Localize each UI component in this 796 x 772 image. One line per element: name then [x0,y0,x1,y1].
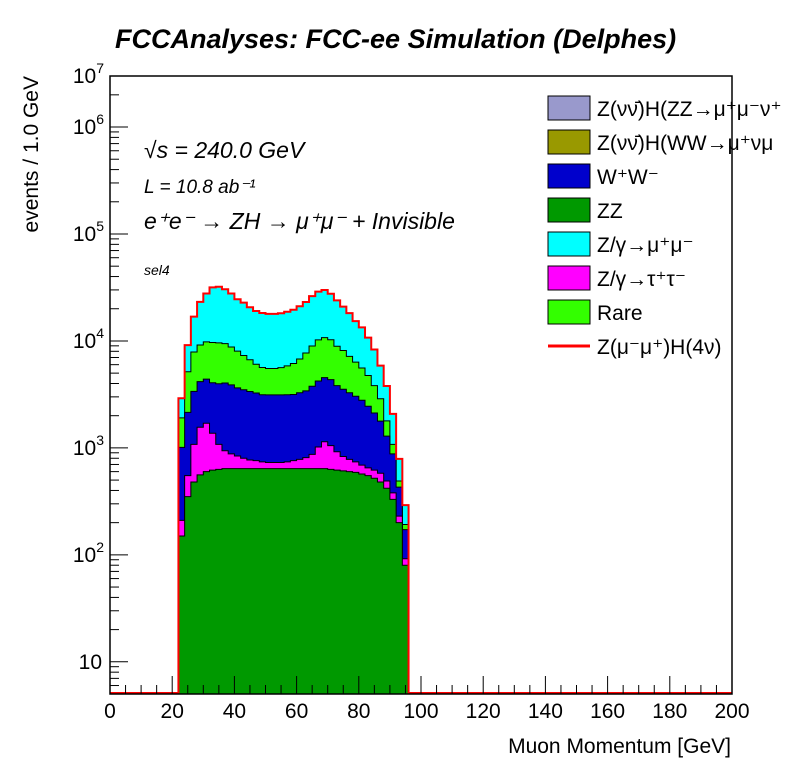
x-tick-label: 180 [652,700,687,723]
y-tick-label: 106 [73,111,104,139]
x-tick-label: 0 [104,700,116,723]
legend-swatch [547,163,591,189]
x-tick-label: 140 [528,700,563,723]
legend-label: Rare [597,302,643,325]
stack-area-zz [110,468,415,694]
x-tick-label: 160 [590,700,625,723]
signal-layer [110,285,732,694]
legend-item: Z/γ→τ⁺τ⁻ [547,265,686,291]
x-tick-label: 80 [347,700,370,723]
x-tick-label: 20 [161,700,184,723]
x-tick-label: 60 [285,700,308,723]
x-tick-label: 120 [466,700,501,723]
legend-item: Rare [547,299,643,325]
process-annotation: e⁺e⁻ → ZH → μ⁺μ⁻ + Invisible [144,208,455,234]
stack-layer [110,286,415,694]
legend-label: Z(νν̄)H(WW→μ⁺νμ [597,132,773,155]
legend-swatch [547,299,591,325]
legend-swatch [547,197,591,223]
legend-item: W⁺W⁻ [547,163,659,189]
legend-swatch [547,231,591,257]
y-axis: 10 102 103 104 105 106 107 [73,60,128,695]
x-tick-label: 200 [714,700,749,723]
legend-label: Z/γ→τ⁺τ⁻ [597,268,686,291]
legend-label: Z(νν̄)H(ZZ→μ⁺μ⁻ν⁺ [597,98,782,121]
legend-swatch [547,129,591,155]
legend-label: W⁺W⁻ [597,166,659,189]
legend-item: Z(μ⁻μ⁺)H(4ν) [548,336,722,359]
y-axis-label: events / 1.0 GeV [20,76,43,232]
legend-item: Z(νν̄)H(WW→μ⁺νμ [547,129,773,155]
sqrt-s-annotation: √s = 240.0 GeV [144,137,307,163]
legend-label: ZZ [597,200,623,223]
y-tick-label: 105 [73,218,104,246]
x-axis: 0 20 40 60 80 100 120 140 160 180 200 [104,676,750,723]
legend-item: Z(νν̄)H(ZZ→μ⁺μ⁻ν⁺ [547,95,782,121]
legend-swatch [547,95,591,121]
legend-swatch [547,265,591,291]
y-tick-label: 104 [73,325,104,353]
annotations: √s = 240.0 GeV L = 10.8 ab⁻¹ e⁺e⁻ → ZH →… [144,137,455,278]
y-tick-label: 102 [73,539,104,567]
legend-label: Z(μ⁻μ⁺)H(4ν) [597,336,722,359]
selection-annotation: sel4 [144,262,170,278]
y-tick-label: 10 [79,651,102,674]
x-tick-label: 40 [223,700,246,723]
luminosity-annotation: L = 10.8 ab⁻¹ [144,177,256,198]
legend-item: ZZ [547,197,623,223]
legend-label: Z/γ→μ⁺μ⁻ [597,234,694,257]
y-tick-label: 103 [73,432,104,460]
chart-title: FCCAnalyses: FCC-ee Simulation (Delphes) [115,24,676,54]
x-tick-label: 100 [403,700,438,723]
y-tick-label: 107 [73,60,104,88]
legend-item: Z/γ→μ⁺μ⁻ [547,231,694,257]
signal-line [110,285,732,694]
legend: Z(νν̄)H(ZZ→μ⁺μ⁻ν⁺ Z(νν̄)H(WW→μ⁺νμ W⁺W⁻ ZZ Z/… [547,95,782,359]
x-axis-label: Muon Momentum [GeV] [508,735,731,758]
